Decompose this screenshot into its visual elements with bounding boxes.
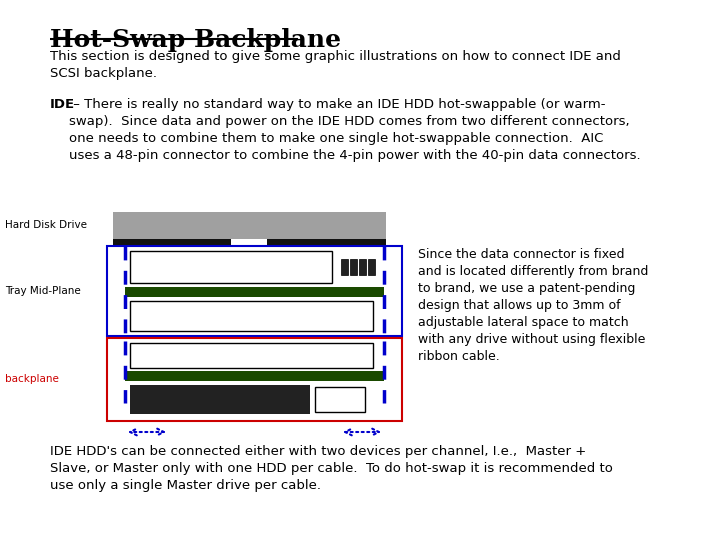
Text: Tray Mid-Plane: Tray Mid-Plane [5,286,81,296]
Text: This section is designed to give some graphic illustrations on how to connect ID: This section is designed to give some gr… [50,50,621,80]
Text: Since the data connector is fixed
and is located differently from brand
to brand: Since the data connector is fixed and is… [418,248,649,363]
Bar [359,259,366,275]
Bar [125,371,384,381]
Bar [368,259,375,275]
Bar [130,343,373,368]
Bar [231,239,267,246]
Bar [107,338,402,421]
Bar [130,251,332,283]
Text: – There is really no standard way to make an IDE HDD hot-swappable (or warm-
swa: – There is really no standard way to mak… [69,98,641,162]
Text: backplane: backplane [5,375,59,384]
Bar [130,301,373,331]
Bar [107,246,402,336]
Text: IDE: IDE [50,98,75,111]
Bar [125,287,384,297]
Text: IDE HDD's can be connected either with two devices per channel, I.e.,  Master +
: IDE HDD's can be connected either with t… [50,445,613,492]
Text: Hard Disk Drive: Hard Disk Drive [5,220,87,231]
Bar [130,385,310,414]
Bar [315,387,365,412]
Bar [113,212,386,239]
Bar [350,259,357,275]
Bar [341,259,348,275]
Text: Hot-Swap Backplane: Hot-Swap Backplane [50,28,341,52]
Bar [113,239,386,246]
